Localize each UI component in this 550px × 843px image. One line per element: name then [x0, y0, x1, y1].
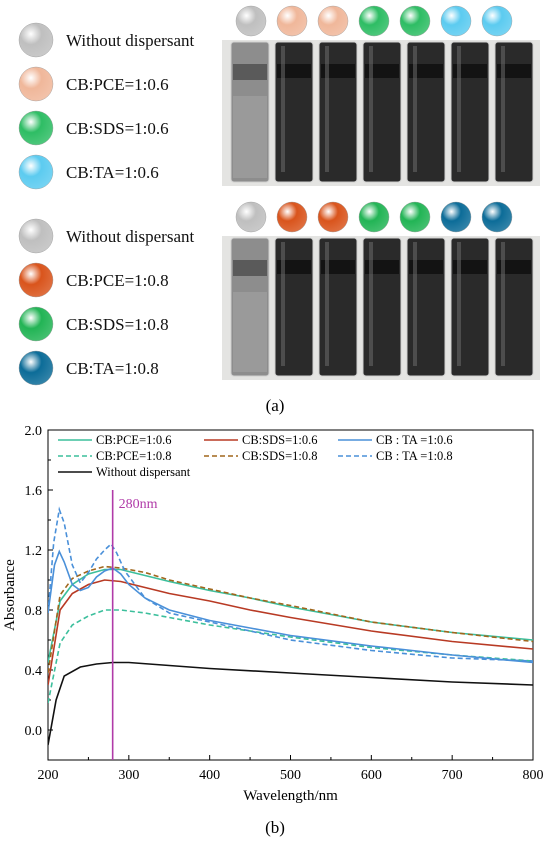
vial-0-3 [362, 41, 402, 183]
legend-label-0-3: CB:TA=1:0.6 [66, 163, 159, 182]
y-axis-label: Absorbance [2, 559, 18, 631]
legend-label-1-3: CB:TA=1:0.8 [66, 359, 159, 378]
x-axis-label: Wavelength/nm [243, 788, 338, 804]
vial-ball-0-5 [440, 5, 472, 37]
vial-1-3 [362, 237, 402, 377]
vial-group-0.8: Without dispersant CB:PCE=1:0.8 CB:SDS=1:0… [18, 201, 540, 386]
vial-0-2 [318, 41, 358, 183]
vial-1-6 [494, 237, 534, 377]
vial-ball-1-2 [317, 201, 349, 233]
vial-1-1 [274, 237, 314, 377]
vial-0-6 [494, 41, 534, 183]
y-tick-label: 0.0 [25, 724, 43, 739]
vial-ball-0-1 [276, 5, 308, 37]
annotation-label: 280nm [119, 497, 158, 512]
series-line-6 [48, 661, 533, 746]
vial-0-1 [274, 41, 314, 183]
vial-ball-1-3 [358, 201, 390, 233]
legend-label-1-2: CB:SDS=1:0.8 [66, 315, 169, 334]
x-tick-label: 500 [280, 768, 301, 783]
legend-entry: CB:SDS=1:0.6 [242, 433, 317, 447]
x-tick-label: 400 [199, 768, 220, 783]
x-tick-label: 300 [118, 768, 139, 783]
vial-ball-1-4 [399, 201, 431, 233]
vial-ball-0-4 [399, 5, 431, 37]
legend-ball-1-3 [18, 350, 54, 386]
vial-1-5 [450, 237, 490, 377]
legend-ball-1-0 [18, 218, 54, 254]
legend-label-0-1: CB:PCE=1:0.6 [66, 75, 169, 94]
y-tick-label: 0.4 [25, 664, 43, 679]
vial-0-4 [406, 41, 446, 183]
vial-ball-1-1 [276, 201, 308, 233]
series-line-2 [48, 579, 533, 686]
vial-1-4 [406, 237, 446, 377]
y-tick-label: 1.6 [25, 484, 43, 499]
absorbance-chart: 200 300 400 500 600 700 800 0.0 0.4 0.8 1.2 1.6 2.0 W… [2, 424, 544, 804]
series-line-4 [48, 549, 533, 664]
y-tick-label: 0.8 [25, 604, 43, 619]
series-line-3 [48, 565, 533, 674]
legend-ball-1-2 [18, 306, 54, 342]
legend-entry: CB:PCE=1:0.8 [96, 449, 171, 463]
y-tick-label: 1.2 [25, 544, 43, 559]
vial-ball-0-0 [235, 5, 267, 37]
x-tick-label: 200 [38, 768, 59, 783]
legend-entry: CB : TA =1:0.8 [376, 449, 453, 463]
legend-label-1-0: Without dispersant [66, 227, 194, 246]
x-tick-label: 600 [361, 768, 382, 783]
legend-ball-1-1 [18, 262, 54, 298]
vial-0-5 [450, 41, 490, 183]
vial-ball-1-6 [481, 201, 513, 233]
legend-entry: CB:SDS=1:0.8 [242, 449, 317, 463]
vial-group-0.6: Without dispersant CB:PCE=1:0.6 CB:SDS=1:0… [18, 5, 540, 190]
panel-label-b: (b) [265, 818, 285, 837]
legend-label-1-1: CB:PCE=1:0.8 [66, 271, 169, 290]
x-tick-label: 700 [442, 768, 463, 783]
series-line-5 [48, 506, 533, 662]
legend-entry: CB : TA =1:0.6 [376, 433, 453, 447]
y-tick-label: 2.0 [25, 424, 43, 439]
legend-ball-0-0 [18, 22, 54, 58]
vial-ball-1-5 [440, 201, 472, 233]
vial-1-2 [318, 237, 358, 377]
series-line-1 [48, 609, 533, 704]
x-tick-label: 800 [523, 768, 544, 783]
legend-ball-0-1 [18, 66, 54, 102]
series-line-0 [48, 568, 533, 663]
legend-entry: Without dispersant [96, 465, 191, 479]
legend-ball-0-3 [18, 154, 54, 190]
vial-ball-0-2 [317, 5, 349, 37]
vial-ball-0-3 [358, 5, 390, 37]
legend-entry: CB:PCE=1:0.6 [96, 433, 171, 447]
panel-label-a: (a) [265, 396, 285, 415]
vial-photo-figure: Without dispersant CB:PCE=1:0.6 CB:SDS=1:0… [18, 5, 540, 386]
legend-label-0-0: Without dispersant [66, 31, 194, 50]
legend-label-0-2: CB:SDS=1:0.6 [66, 119, 169, 138]
vial-ball-0-6 [481, 5, 513, 37]
plot-frame [47, 429, 534, 761]
legend-ball-0-2 [18, 110, 54, 146]
vial-ball-1-0 [235, 201, 267, 233]
